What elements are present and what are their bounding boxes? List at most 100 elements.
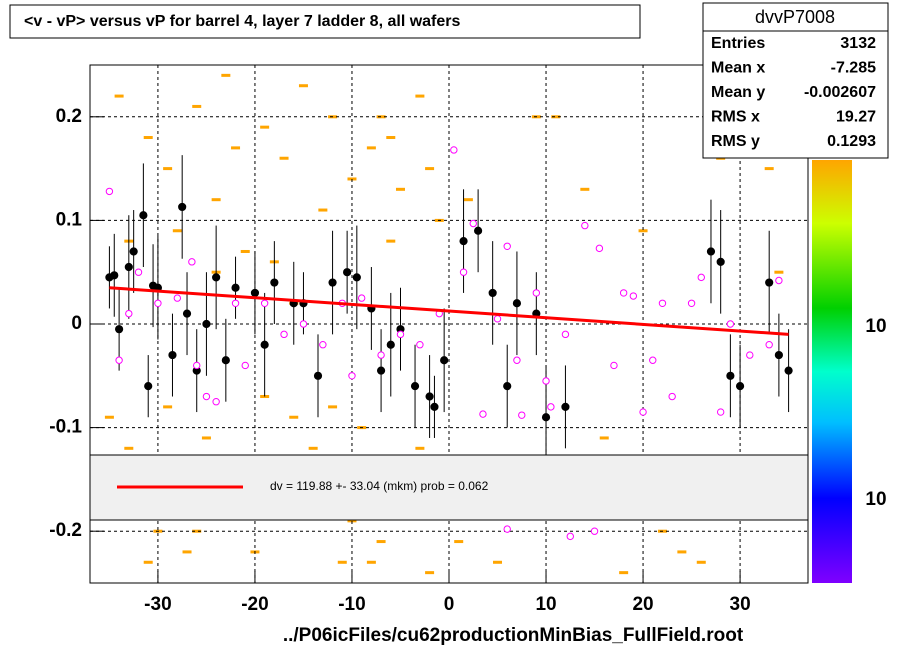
x-tick-label: 30 (730, 594, 751, 615)
hist-cell (143, 560, 153, 564)
overlay: -30 -20 -10 0 10 20 30 -0.2 -0.1 0 0.1 0.2 dv = 119.… (49, 2, 889, 615)
point (352, 273, 361, 282)
point (212, 398, 220, 406)
x-axis-label: ../P06icFiles/cu62productionMinBias_Full… (283, 625, 744, 646)
point (746, 351, 754, 359)
fit-line (109, 286, 789, 336)
point (416, 341, 424, 349)
palette-label: 10 (865, 316, 886, 337)
point (649, 356, 657, 364)
hist-cell (114, 94, 124, 98)
x-tick-label: -30 (144, 594, 171, 615)
chart-title: <v - vP> versus vP for barrel 4, layer 7… (24, 13, 461, 30)
hist-cell (376, 115, 386, 119)
hist-cell (221, 73, 231, 77)
point (503, 525, 511, 533)
hist-cell (493, 560, 503, 564)
point (115, 356, 123, 364)
hist-cell (240, 249, 250, 253)
hist-cell (764, 167, 774, 171)
hist-cell (580, 187, 590, 191)
point (430, 402, 439, 411)
point (716, 408, 725, 416)
y-tick-label: -0.2 (49, 520, 82, 541)
hist-cell (425, 167, 435, 171)
point (706, 247, 716, 256)
hist-cell (318, 208, 328, 212)
y-tick-label: 0.2 (56, 106, 82, 127)
hist-cell (192, 104, 202, 108)
point (178, 202, 187, 212)
hist-cell (337, 560, 347, 564)
point (386, 340, 395, 349)
point (124, 262, 133, 272)
point (328, 278, 337, 287)
point (619, 289, 628, 297)
point (566, 532, 574, 541)
point (154, 299, 162, 307)
point (474, 226, 483, 235)
hist-cell (395, 187, 405, 191)
hist-cell (260, 125, 270, 129)
hist-cell (425, 571, 435, 575)
point (532, 289, 541, 297)
point (105, 187, 114, 196)
point (260, 299, 269, 307)
hist-cell (201, 436, 211, 440)
point (493, 315, 502, 323)
hist-cell (172, 229, 182, 233)
point (129, 247, 138, 256)
hist-cell (279, 156, 289, 160)
hist-cell (163, 405, 173, 409)
hist-cell (463, 198, 473, 202)
point (687, 299, 696, 307)
x-tick-label: 10 (535, 594, 556, 615)
point (735, 382, 745, 391)
hist-cell (774, 270, 784, 274)
title-box (9, 4, 641, 39)
point (299, 320, 308, 328)
hist-cell (619, 571, 629, 575)
hist-cell (366, 146, 376, 150)
hist-cell (551, 115, 561, 119)
point (765, 278, 774, 287)
point (513, 356, 521, 364)
point (110, 271, 119, 280)
y-tick-label: 0 (71, 313, 82, 334)
point (547, 403, 555, 411)
x-tick-label: 20 (632, 594, 653, 615)
point (425, 392, 434, 401)
point (410, 382, 420, 391)
point (479, 410, 487, 418)
hist-cell (454, 540, 464, 544)
point (503, 242, 511, 251)
point (193, 361, 201, 370)
hist-cell (289, 415, 299, 419)
point (212, 273, 221, 282)
stats-key: Mean x (711, 60, 765, 77)
hist-cell (347, 519, 357, 523)
stats-value: -7.285 (831, 60, 876, 77)
hist-cell (308, 446, 318, 450)
point (697, 273, 705, 282)
point (377, 351, 385, 359)
point (542, 377, 550, 385)
palette (812, 160, 852, 583)
point (639, 408, 647, 416)
point (488, 288, 497, 298)
point (231, 283, 240, 292)
point (168, 350, 177, 360)
point (134, 268, 143, 276)
point (541, 413, 551, 422)
hist-cell (328, 405, 338, 409)
point (343, 268, 352, 277)
x-tick-label: -20 (241, 594, 268, 615)
palette-label: 10 (865, 489, 886, 510)
point (250, 288, 260, 298)
hist-cell (211, 198, 221, 202)
point (561, 330, 570, 339)
hist-cell (231, 146, 241, 150)
point (182, 309, 192, 318)
stats-value: 0.1293 (827, 133, 876, 150)
